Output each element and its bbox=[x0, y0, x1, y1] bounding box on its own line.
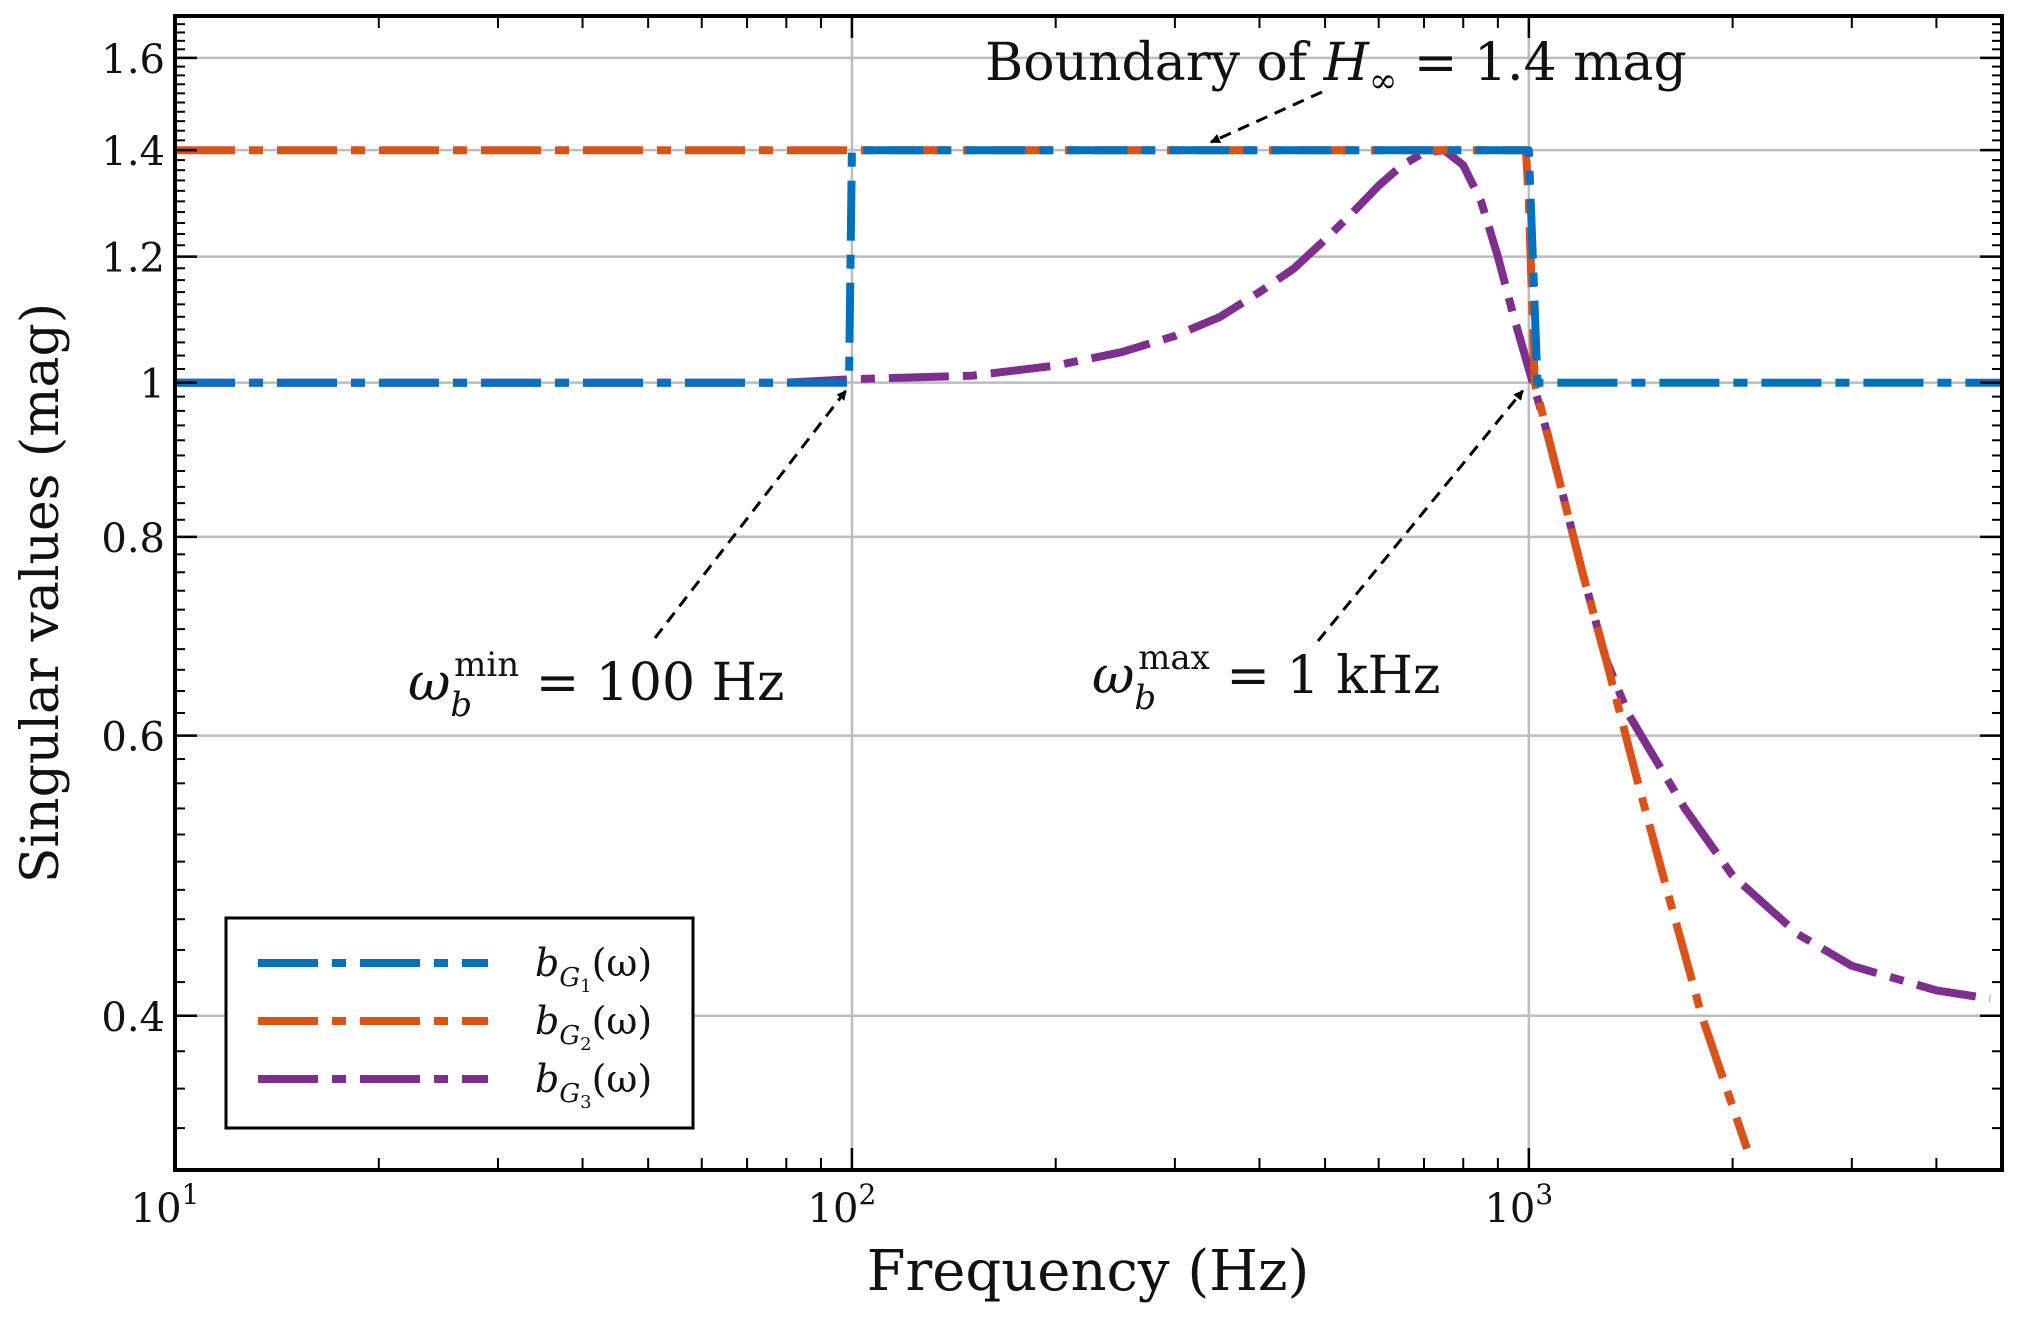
tick-group: 0.4 0.6 0.8 1 1.2 1.4 1.6 101 102 103 bbox=[101, 16, 2002, 1232]
arrow-omega-max bbox=[1316, 389, 1525, 642]
series-line-g1 bbox=[175, 146, 2002, 387]
y-tick-label: 0.4 bbox=[101, 995, 165, 1041]
x-axis-label: Frequency (Hz) bbox=[867, 1239, 1310, 1304]
legend-label-g3: bG3(ω) bbox=[535, 1057, 652, 1113]
plot-frame bbox=[173, 14, 2004, 1172]
annotation-arrows bbox=[653, 90, 1525, 642]
x-tick-label: 103 bbox=[1484, 1178, 1553, 1232]
y-tick-label: 1.2 bbox=[101, 236, 165, 282]
series-line-g3 bbox=[175, 146, 1991, 1003]
y-tick-label: 0.6 bbox=[101, 715, 165, 761]
annotation-omega-min: ωbmin = 100 Hz bbox=[408, 645, 784, 725]
y-tick-label: 1 bbox=[140, 362, 165, 408]
legend-label-g1: bG1(ω) bbox=[535, 941, 652, 997]
annotation-boundary: Boundary of H∞ = 1.4 mag bbox=[985, 33, 1687, 101]
annotation-omega-max: ωbmax = 1 kHz bbox=[1092, 638, 1440, 718]
y-tick-label: 0.8 bbox=[101, 516, 165, 562]
arrow-boundary bbox=[1210, 90, 1323, 144]
arrow-omega-min bbox=[653, 389, 848, 639]
y-axis-label: Singular values (mag) bbox=[11, 303, 71, 883]
x-tick-label: 101 bbox=[131, 1178, 200, 1232]
y-tick-label: 1.4 bbox=[101, 129, 165, 175]
legend-label-g2: bG2(ω) bbox=[535, 999, 652, 1055]
y-tick-label: 1.6 bbox=[101, 37, 165, 83]
series-group bbox=[175, 146, 2002, 1150]
legend: bG1(ω)bG2(ω)bG3(ω) bbox=[224, 916, 695, 1130]
x-tick-label: 102 bbox=[808, 1178, 877, 1232]
